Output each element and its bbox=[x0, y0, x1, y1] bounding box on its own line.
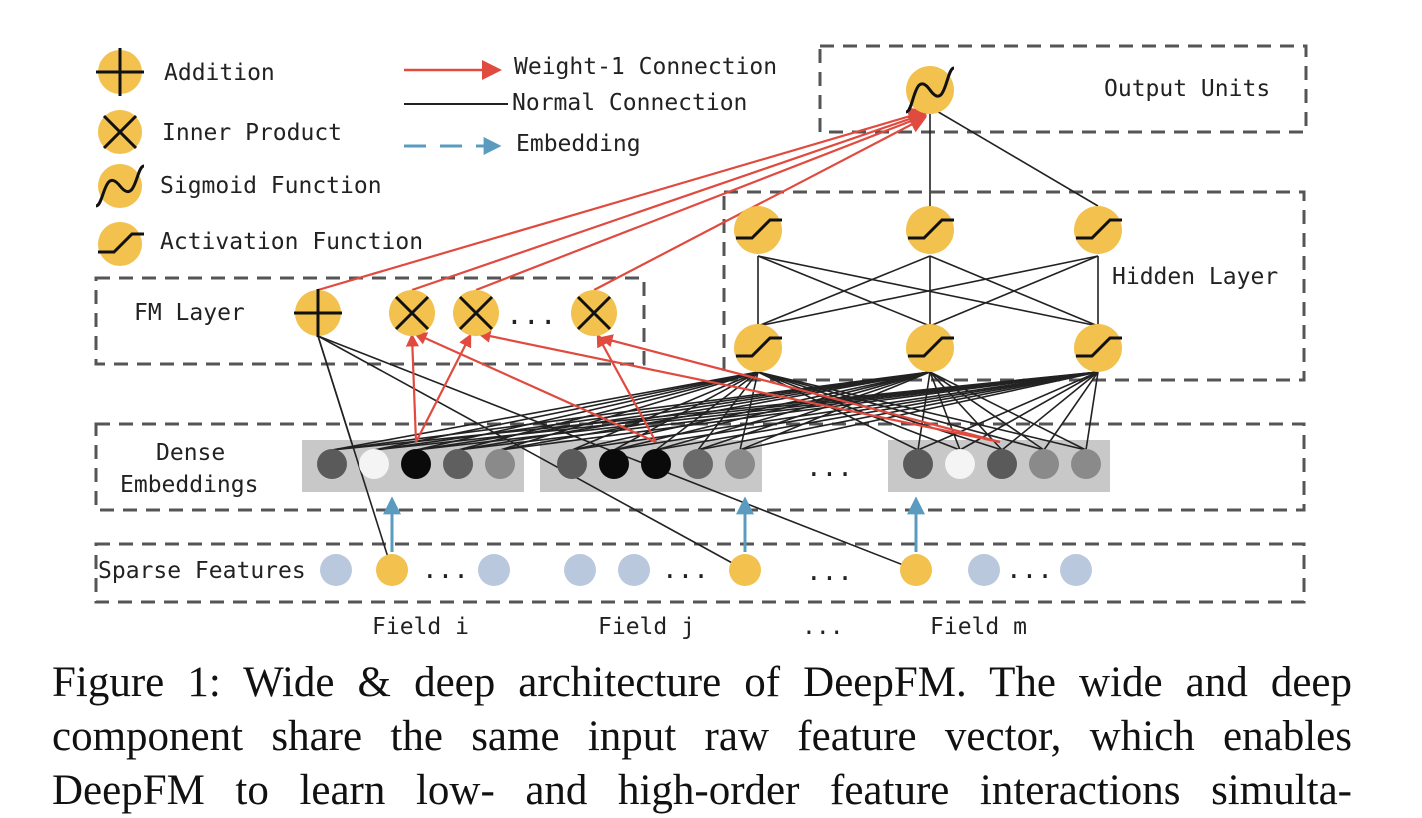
fm-ellipsis: ... bbox=[506, 298, 557, 331]
weight1-connections bbox=[317, 107, 1001, 444]
caption-line-2: component share the same input raw featu… bbox=[52, 713, 1352, 760]
legend: Addition Inner Product Sigmoid Function … bbox=[95, 48, 777, 266]
inner-product-icon bbox=[453, 290, 499, 336]
legend-weight1-label: Weight-1 Connection bbox=[514, 54, 777, 80]
activation-icon bbox=[734, 206, 782, 254]
caption-line-3: DeepFM to learn low- and high-order feat… bbox=[52, 767, 1352, 814]
sparse-features-box bbox=[94, 542, 1306, 604]
output-units-box bbox=[818, 44, 1308, 134]
normal-connections bbox=[317, 109, 1099, 571]
deepfm-diagram: Addition Inner Product Sigmoid Function … bbox=[94, 44, 1308, 640]
hidden-layer-label: Hidden Layer bbox=[1112, 264, 1278, 290]
sparse-features-label: Sparse Features bbox=[98, 558, 306, 584]
sparse-ellipsis-2: ... bbox=[662, 555, 709, 585]
legend-embedding-label: Embedding bbox=[516, 131, 641, 157]
sparse-ellipsis-1: ... bbox=[422, 555, 469, 585]
sparse-ellipsis-4: ... bbox=[1006, 555, 1053, 585]
legend-normal-label: Normal Connection bbox=[512, 90, 747, 116]
field-ellipsis: ... bbox=[802, 614, 844, 640]
inner-product-icon bbox=[389, 290, 435, 336]
activation-icon bbox=[98, 222, 144, 266]
activation-icon bbox=[906, 206, 954, 254]
addition-icon bbox=[294, 289, 342, 337]
legend-inner-product-label: Inner Product bbox=[162, 120, 342, 146]
fm-layer-label: FM Layer bbox=[134, 300, 245, 326]
field-j-label: Field j bbox=[598, 614, 695, 640]
field-m-label: Field m bbox=[930, 614, 1027, 640]
sparse-ellipsis-3: ... bbox=[806, 557, 853, 587]
legend-activation-label: Activation Function bbox=[160, 229, 423, 255]
sigmoid-icon bbox=[95, 164, 145, 208]
activation-icon bbox=[906, 324, 954, 372]
dense-label-line2: Embeddings bbox=[120, 472, 258, 498]
output-units-label: Output Units bbox=[1104, 76, 1270, 102]
dense-label-line1: Dense bbox=[156, 440, 225, 466]
figure-caption: Figure 1: Wide & deep architecture of De… bbox=[52, 656, 1352, 818]
caption-line-1: Figure 1: Wide & deep architecture of De… bbox=[52, 659, 1352, 706]
sparse-nodes bbox=[320, 554, 1092, 586]
activation-icon bbox=[1074, 206, 1122, 254]
fm-nodes bbox=[294, 289, 617, 337]
inner-product-icon bbox=[571, 290, 617, 336]
activation-icon bbox=[1074, 324, 1122, 372]
output-sigmoid-node bbox=[905, 66, 955, 114]
hidden-nodes bbox=[734, 206, 1122, 372]
legend-addition-label: Addition bbox=[164, 60, 275, 86]
legend-sigmoid-label: Sigmoid Function bbox=[160, 173, 382, 199]
addition-icon bbox=[96, 48, 144, 96]
dense-ellipsis: ... bbox=[806, 453, 853, 483]
activation-icon bbox=[734, 324, 782, 372]
embedding-arrows bbox=[383, 496, 925, 552]
dense-neurons bbox=[317, 449, 1101, 479]
inner-product-icon bbox=[98, 110, 142, 154]
field-i-label: Field i bbox=[372, 614, 469, 640]
